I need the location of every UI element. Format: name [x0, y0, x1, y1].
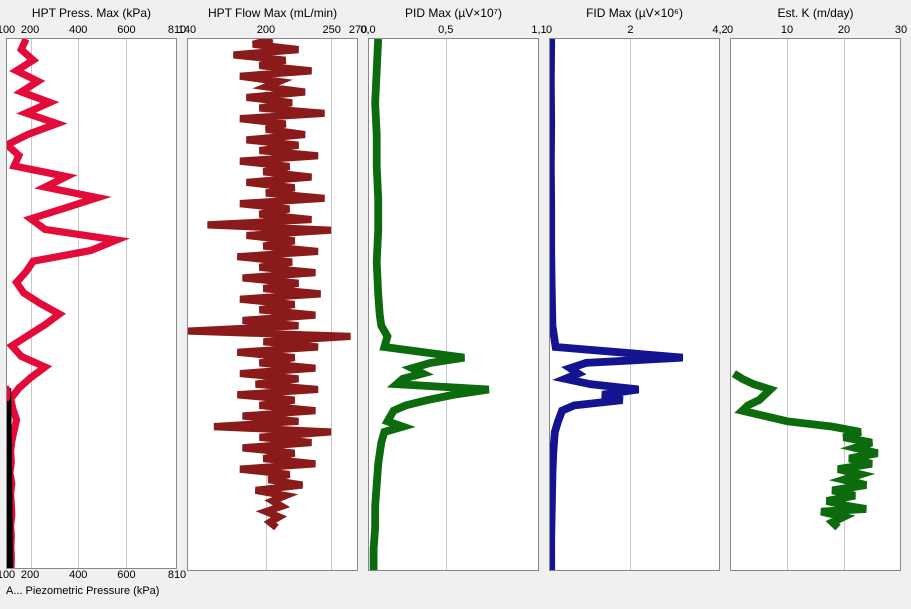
tick-label: 600: [117, 569, 135, 581]
tick-label: 140: [178, 24, 196, 36]
axis-top: 0,00,51,1: [368, 24, 539, 38]
panel-title: HPT Flow Max (mL/min): [187, 6, 358, 22]
tick-label: 810: [168, 569, 186, 581]
axis-top: 140200250270: [187, 24, 358, 38]
series-est-k: [734, 374, 878, 528]
tick-label: 1,1: [531, 24, 546, 36]
tick-label: 0: [546, 24, 552, 36]
plot-area: [730, 38, 901, 571]
series-hpt-press-max: [7, 39, 116, 568]
tick-label: 0,5: [438, 24, 453, 36]
tick-label: 600: [117, 24, 135, 36]
axis-top: 0102030: [730, 24, 901, 38]
log-panels-container: HPT Press. Max (kPa)10020040060081010020…: [0, 0, 911, 609]
panel-title: PID Max (µV×10⁷): [368, 6, 539, 22]
axis-bottom: 100200400600810: [6, 569, 177, 583]
tick-label: 100: [0, 24, 15, 36]
bottom-axis-label: A... Piezometric Pressure (kPa): [6, 585, 177, 599]
series-fid-max: [551, 39, 683, 570]
tick-label: 200: [257, 24, 275, 36]
series-piezometric: [7, 388, 9, 568]
tick-label: 2: [627, 24, 633, 36]
tick-label: 400: [69, 569, 87, 581]
plot-area: [368, 38, 539, 571]
axis-top: 024,2: [549, 24, 720, 38]
series-hpt-flow-max: [188, 39, 350, 528]
tick-label: 250: [323, 24, 341, 36]
panel-title: HPT Press. Max (kPa): [6, 6, 177, 22]
tick-label: 400: [69, 24, 87, 36]
panel-title: FID Max (µV×10⁶): [549, 6, 720, 22]
tick-label: 0,0: [360, 24, 375, 36]
tick-label: 200: [21, 569, 39, 581]
tick-label: 0: [727, 24, 733, 36]
plot-area: [187, 38, 358, 571]
tick-label: 20: [838, 24, 850, 36]
plot-area: [6, 38, 177, 569]
series-pid-max: [374, 39, 489, 570]
panel-title: Est. K (m/day): [730, 6, 901, 22]
panel-fid: FID Max (µV×10⁶) 024,2: [549, 6, 720, 599]
tick-label: 30: [895, 24, 907, 36]
panel-hpt-flow: HPT Flow Max (mL/min)140200250270: [187, 6, 358, 599]
tick-label: 10: [781, 24, 793, 36]
tick-label: 200: [21, 24, 39, 36]
panel-pid: PID Max (µV×10⁷) 0,00,51,1: [368, 6, 539, 599]
panel-hpt-press: HPT Press. Max (kPa)10020040060081010020…: [6, 6, 177, 599]
tick-label: 4,2: [712, 24, 727, 36]
tick-label: 100: [0, 569, 15, 581]
axis-top: 100200400600810: [6, 24, 177, 38]
panel-est-k: Est. K (m/day)0102030: [730, 6, 901, 599]
plot-area: [549, 38, 720, 571]
